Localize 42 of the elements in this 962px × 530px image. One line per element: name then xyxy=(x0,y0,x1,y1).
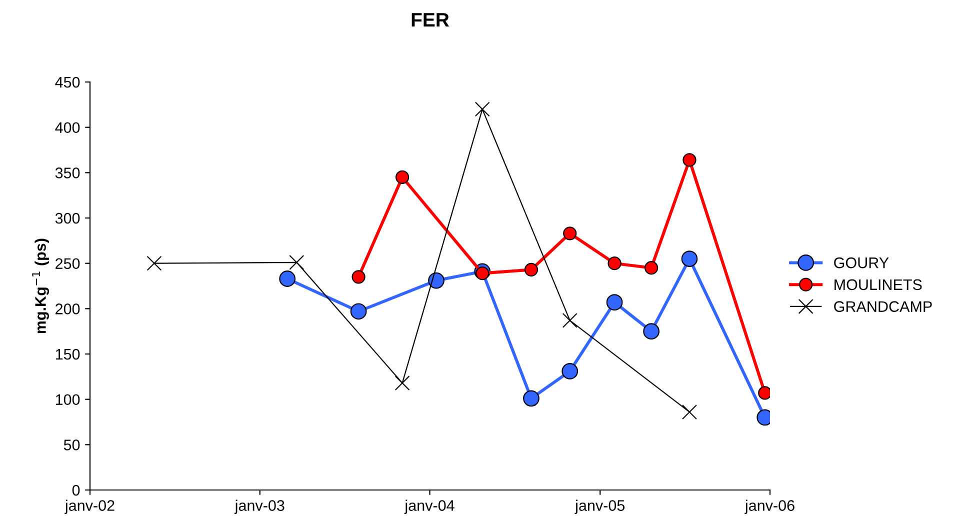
point xyxy=(476,266,490,280)
point xyxy=(681,250,698,267)
x-tick-label: janv-05 xyxy=(574,500,625,514)
point xyxy=(563,226,577,240)
y-tick-label: 350 xyxy=(55,168,80,178)
point xyxy=(644,261,658,275)
point xyxy=(643,323,660,340)
y-tick-label: 150 xyxy=(56,348,80,360)
point xyxy=(682,404,697,420)
x-tick-label: janv-06 xyxy=(744,500,794,514)
point xyxy=(146,256,162,271)
legend-label: GOURY xyxy=(834,257,889,268)
chart-title: FER xyxy=(412,13,450,26)
y-tick-label: 100 xyxy=(56,394,80,406)
y-tick-label: 200 xyxy=(56,304,80,314)
point xyxy=(289,254,304,270)
point xyxy=(562,312,578,328)
legend-label: GRANDCAMP xyxy=(834,301,932,312)
x-tick-label: janv-03 xyxy=(234,500,284,514)
point xyxy=(606,294,623,311)
point xyxy=(608,256,622,270)
point xyxy=(396,170,410,184)
x-tick-label: janv-04 xyxy=(404,500,454,514)
x-tick-label: janv-02 xyxy=(64,500,114,514)
y-tick-label: 400 xyxy=(55,122,80,134)
point xyxy=(352,270,366,284)
point xyxy=(279,270,296,287)
point xyxy=(394,376,410,391)
point xyxy=(523,390,540,407)
point xyxy=(350,303,367,320)
point xyxy=(524,262,538,276)
y-axis-title: mg.Kg$^{−1}$ (ps) xyxy=(32,238,50,334)
y-tick-label: 250 xyxy=(56,258,80,270)
legend-label: MOULINETS xyxy=(834,279,922,290)
point xyxy=(562,363,578,380)
point xyxy=(474,102,490,117)
y-tick-label: 0 xyxy=(72,484,80,496)
point xyxy=(682,153,696,167)
y-tick-label: 450 xyxy=(55,76,80,88)
y-tick-label: 300 xyxy=(55,212,80,224)
point xyxy=(428,272,444,289)
y-tick-label: 50 xyxy=(64,440,80,450)
